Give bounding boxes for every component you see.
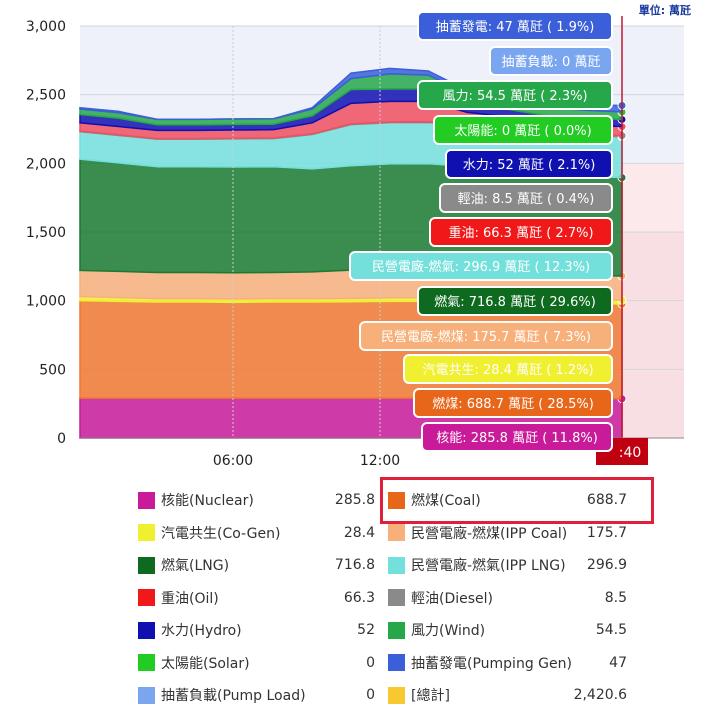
- tooltip-5-box: [439, 183, 613, 213]
- legend-value: 716.8: [334, 557, 375, 573]
- legend-name: 重油(Oil): [161, 590, 219, 607]
- legend-item[interactable]: 水力(Hydro): [138, 614, 242, 646]
- legend-swatch: [388, 589, 405, 606]
- tooltip-6-text: 重油: 66.3 萬瓩 ( 2.7%): [448, 225, 593, 241]
- legend-item[interactable]: 太陽能(Solar): [138, 647, 250, 679]
- tooltip-3-box: [433, 115, 613, 145]
- legend-item[interactable]: 汽電共生(Co-Gen): [138, 517, 280, 549]
- tooltip-12-text: 核能: 285.8 萬瓩 ( 11.8%): [436, 431, 598, 446]
- tooltip-0-box: [417, 11, 613, 41]
- legend-name: 燃氣(LNG): [161, 558, 230, 574]
- tooltip-2-text: 風力: 54.5 萬瓩 ( 2.3%): [442, 89, 587, 104]
- legend-swatch: [388, 686, 405, 704]
- tooltip-5-text: 輕油: 8.5 萬瓩 ( 0.4%): [458, 192, 595, 207]
- legend-swatch: [138, 491, 155, 509]
- legend-name: 核能(Nuclear): [161, 493, 254, 509]
- legend-value: 296.9: [586, 557, 627, 573]
- tooltip-10-text: 汽電共生: 28.4 萬瓩 ( 1.2%): [422, 363, 593, 378]
- legend-name: [總計]: [411, 688, 450, 704]
- tooltip-6-box: [429, 217, 613, 247]
- y-tick-label: 0: [57, 431, 66, 447]
- legend-swatch: [138, 654, 155, 671]
- tooltip-3-text: 太陽能: 0 萬瓩 ( 0.0%): [454, 124, 591, 139]
- alert-band-inner: [622, 232, 684, 438]
- legend-item[interactable]: 抽蓄發電(Pumping Gen): [388, 647, 572, 679]
- y-tick-label: 500: [39, 362, 66, 378]
- legend-name: 民營電廠-燃煤(IPP Coal): [411, 525, 568, 542]
- tooltip-1-text: 抽蓄負載: 0 萬瓩: [502, 55, 601, 70]
- coal-highlight-box: [380, 477, 654, 524]
- legend-swatch: [138, 621, 155, 639]
- cursor-time-label: :40: [619, 445, 642, 461]
- legend-name: 水力(Hydro): [161, 623, 242, 639]
- tooltip-4-text: 水力: 52 萬瓩 ( 2.1%): [463, 158, 596, 173]
- legend-item[interactable]: 燃氣(LNG): [138, 549, 229, 581]
- legend-item[interactable]: 重油(Oil): [138, 582, 219, 614]
- tooltip-7-box: [349, 251, 613, 281]
- legend-name: 輕油(Diesel): [411, 590, 494, 607]
- legend-value: 2,420.6: [573, 687, 627, 703]
- legend-name: 燃煤(Coal): [411, 493, 481, 509]
- legend-swatch: [388, 491, 405, 509]
- legend-swatch: [388, 621, 405, 639]
- tooltip-0-text: 抽蓄發電: 47 萬瓩 ( 1.9%): [436, 20, 595, 35]
- tooltip-1-box: [489, 46, 613, 76]
- y-tick-label: 2,000: [26, 156, 66, 172]
- legend-swatch: [388, 556, 405, 574]
- legend-swatch: [388, 654, 405, 671]
- legend-value: 175.7: [586, 524, 627, 541]
- legend-item[interactable]: [總計]: [388, 679, 450, 711]
- legend-value: 54.5: [595, 622, 627, 638]
- legend-swatch: [138, 524, 155, 541]
- y-tick-label: 2,500: [26, 88, 66, 104]
- legend-value: 47: [609, 654, 627, 671]
- legend-item[interactable]: 燃煤(Coal): [388, 484, 481, 516]
- legend-swatch: [138, 556, 155, 574]
- tooltip-11-text: 燃煤: 688.7 萬瓩 ( 28.5%): [432, 396, 594, 412]
- legend-value: 0: [366, 687, 375, 703]
- legend-value: 688.7: [586, 492, 627, 508]
- legend-name: 風力(Wind): [411, 623, 486, 639]
- legend-value: 285.8: [334, 492, 375, 508]
- legend-item[interactable]: 核能(Nuclear): [138, 484, 254, 516]
- legend-swatch: [388, 524, 405, 541]
- legend-value: 52: [357, 622, 375, 638]
- legend-name: 太陽能(Solar): [161, 655, 250, 672]
- legend-name: 汽電共生(Co-Gen): [161, 525, 281, 542]
- legend: 核能(Nuclear) 285.8 燃煤(Coal) 688.7 汽電共生(Co-Gen…: [0, 483, 713, 720]
- power-generation-chart: 0 500 1,000 1,500 2,000 2,500 3,000 06:00 12:00:…: [26, 11, 684, 469]
- tooltip-4-box: [445, 149, 613, 179]
- tooltip-11-box: [413, 388, 613, 418]
- legend-value: 28.4: [343, 524, 375, 541]
- tooltip-8-box: [417, 286, 613, 316]
- tooltip-9-text: 民營電廠-燃煤: 175.7 萬瓩 ( 7.3%): [381, 329, 591, 345]
- tooltip-12-box: [421, 422, 613, 452]
- tooltip-8-text: 燃氣: 716.8 萬瓩 ( 29.6%): [434, 294, 596, 310]
- tooltip-7-text: 民營電廠-燃氣: 296.9 萬瓩 ( 12.3%): [372, 259, 590, 275]
- legend-name: 抽蓄發電(Pumping Gen): [411, 655, 572, 672]
- x-tick-label: 12:00: [360, 453, 400, 469]
- legend-value: 8.5: [604, 589, 627, 606]
- x-tick-label: 06:00: [213, 453, 253, 469]
- legend-swatch: [138, 589, 155, 606]
- legend-name: 抽蓄負載(Pump Load): [161, 688, 306, 704]
- tooltip-9-box: [359, 321, 613, 351]
- legend-item[interactable]: 輕油(Diesel): [388, 582, 493, 614]
- legend-value: 0: [366, 654, 375, 671]
- y-tick-label: 1,500: [26, 225, 66, 241]
- legend-item[interactable]: 風力(Wind): [388, 614, 485, 646]
- tooltip-10-box: [403, 354, 613, 384]
- y-tick-label: 3,000: [26, 19, 66, 35]
- legend-item[interactable]: 抽蓄負載(Pump Load): [138, 679, 306, 711]
- unit-label: 單位: 萬瓩: [638, 4, 691, 17]
- legend-item[interactable]: 民營電廠-燃煤(IPP Coal): [388, 517, 567, 549]
- legend-name: 民營電廠-燃氣(IPP LNG): [411, 558, 566, 574]
- legend-swatch: [138, 686, 155, 704]
- tooltip-2-box: [417, 80, 613, 110]
- legend-value: 66.3: [343, 589, 375, 606]
- y-tick-label: 1,000: [26, 294, 66, 310]
- legend-item[interactable]: 民營電廠-燃氣(IPP LNG): [388, 549, 566, 581]
